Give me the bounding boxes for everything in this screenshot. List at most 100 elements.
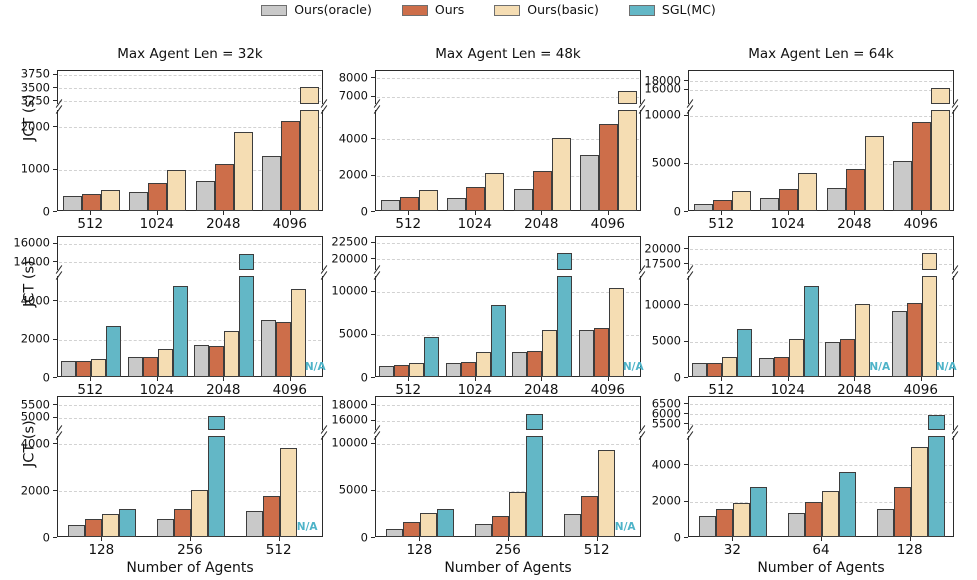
- y-tick-mark: [684, 500, 688, 502]
- x-tick-label: 2048: [837, 382, 872, 398]
- axis-break-cover: [638, 104, 643, 110]
- y-tick-mark: [53, 261, 57, 263]
- bar-ours-oracle-: [127, 356, 143, 377]
- y-tick-label: 0: [42, 203, 50, 218]
- bar-ours-basic-: [542, 330, 558, 377]
- bar-ours: [580, 496, 598, 537]
- x-tick-mark: [508, 537, 509, 541]
- y-tick-mark: [371, 333, 375, 335]
- gridline: [690, 424, 952, 426]
- x-tick-label: 256: [495, 542, 521, 558]
- na-label: N/A: [935, 361, 957, 373]
- axis-break-cover: [638, 270, 643, 276]
- na-label: N/A: [614, 521, 636, 533]
- bar-sgl-mc-: [750, 487, 768, 537]
- bar-ours-basic-: [279, 447, 297, 537]
- bar-ours-basic-: [910, 446, 928, 537]
- x-tick-label: 1024: [139, 382, 174, 398]
- bar-ours: [712, 199, 732, 211]
- y-tick-label: 10000: [331, 283, 368, 298]
- x-tick-label: 2048: [524, 216, 559, 232]
- y-tick-mark: [371, 404, 375, 406]
- axis-break-cover: [638, 430, 643, 436]
- y-tick-label: 2000: [20, 118, 50, 133]
- bar-ours: [492, 515, 509, 537]
- x-tick-label: 512: [395, 382, 422, 398]
- x-tick-mark: [721, 377, 723, 381]
- y-tick-mark: [684, 340, 688, 342]
- gridline: [690, 89, 952, 91]
- gridline: [377, 139, 639, 141]
- x-tick-mark: [223, 211, 225, 215]
- y-tick-label: 16000: [331, 412, 368, 427]
- bar-sgl-mc--upper: [239, 253, 255, 270]
- chart-panel-3: [686, 70, 958, 211]
- x-tick-label: 512: [583, 542, 610, 558]
- bar-ours-basic-: [102, 514, 120, 537]
- y-tick-label: 2000: [651, 493, 681, 508]
- gridline: [377, 78, 639, 80]
- bar-ours-basic-: [722, 356, 738, 377]
- x-tick-label: 2048: [206, 216, 241, 232]
- x-tick-label: 4096: [903, 216, 938, 232]
- axis-break-cover: [56, 104, 61, 110]
- y-tick-label: 0: [42, 529, 50, 544]
- gridline: [59, 444, 321, 446]
- gridline: [690, 404, 952, 406]
- gridline: [59, 262, 321, 264]
- bar-ours-basic-: [788, 338, 804, 377]
- bar-sgl-mc--lower: [239, 276, 255, 377]
- y-tick-label: 7000: [338, 88, 368, 103]
- bar-ours-oracle-: [386, 528, 404, 537]
- bar-ours-basic-: [157, 349, 173, 377]
- gridline: [377, 334, 639, 336]
- bar-ours-oracle-: [693, 203, 713, 211]
- gridline: [59, 101, 321, 103]
- y-tick-label: 5500: [20, 396, 50, 411]
- bar-sgl-mc-: [737, 329, 753, 377]
- y-tick-mark: [371, 241, 375, 243]
- bar-ours: [527, 351, 543, 377]
- bar-ours-oracle-: [445, 362, 461, 377]
- bar-ours-oracle-: [447, 197, 467, 211]
- x-tick-label: 4096: [590, 382, 625, 398]
- legend-swatch-icon: [261, 4, 288, 16]
- y-tick-mark: [371, 258, 375, 260]
- y-tick-label: 22500: [331, 234, 368, 249]
- bar-ours-basic-: [485, 172, 505, 211]
- x-tick-label: 2048: [524, 382, 559, 398]
- gridline: [59, 243, 321, 245]
- y-tick-label: 1000: [20, 161, 50, 176]
- axis-break-cover: [951, 270, 956, 276]
- bar-sgl-mc-: [839, 471, 856, 537]
- x-tick-mark: [278, 537, 280, 541]
- y-tick-label: 0: [673, 369, 681, 384]
- x-tick-mark: [721, 211, 723, 215]
- axis-break-cover: [951, 430, 956, 436]
- legend-swatch-icon: [494, 4, 521, 16]
- bar-ours-basic-: [597, 449, 615, 537]
- bar-ours: [142, 356, 158, 377]
- panel-title: Max Agent Len = 48k: [435, 46, 581, 62]
- bar-sgl-mc--lower: [526, 436, 543, 537]
- gridline: [690, 81, 952, 83]
- panel-title: Max Agent Len = 64k: [748, 46, 894, 62]
- bar-ours-basic--lower: [931, 110, 951, 211]
- y-tick-label: 0: [42, 369, 50, 384]
- y-tick-mark: [371, 419, 375, 421]
- bar-sgl-mc--lower: [927, 436, 945, 537]
- x-tick-label: 2048: [206, 382, 241, 398]
- bar-ours: [599, 123, 619, 211]
- y-tick-mark: [53, 168, 57, 170]
- bar-ours-oracle-: [245, 510, 263, 537]
- y-tick-mark: [371, 95, 375, 97]
- bar-ours-oracle-: [825, 341, 841, 377]
- bar-ours-oracle-: [262, 156, 282, 211]
- gridline: [59, 339, 321, 341]
- bar-ours-basic--upper: [931, 87, 951, 104]
- bar-ours: [394, 365, 410, 377]
- y-tick-label: 10000: [331, 435, 368, 450]
- bar-ours: [893, 487, 911, 537]
- x-tick-label: 512: [395, 216, 422, 232]
- bar-ours-basic-: [167, 169, 187, 211]
